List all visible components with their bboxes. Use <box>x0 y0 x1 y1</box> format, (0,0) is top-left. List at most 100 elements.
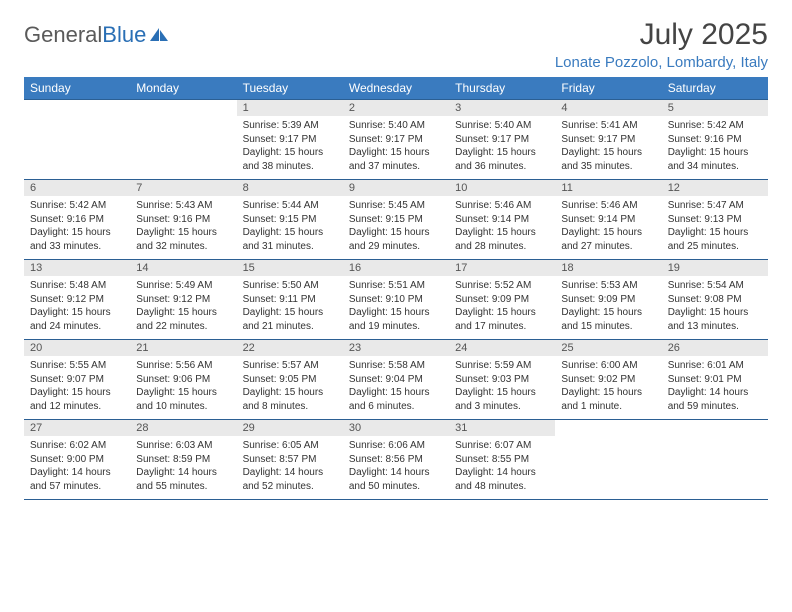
day-cell: 16Sunrise: 5:51 AMSunset: 9:10 PMDayligh… <box>343 260 449 340</box>
day-body: Sunrise: 6:03 AMSunset: 8:59 PMDaylight:… <box>130 436 236 499</box>
day-body: Sunrise: 5:50 AMSunset: 9:11 PMDaylight:… <box>237 276 343 339</box>
sunrise-line: Sunrise: 6:01 AM <box>668 359 762 373</box>
sunrise-line: Sunrise: 6:00 AM <box>561 359 655 373</box>
day-cell: 30Sunrise: 6:06 AMSunset: 8:56 PMDayligh… <box>343 420 449 500</box>
sunrise-line: Sunrise: 5:47 AM <box>668 199 762 213</box>
day-body: Sunrise: 5:42 AMSunset: 9:16 PMDaylight:… <box>662 116 768 179</box>
day-body: Sunrise: 5:56 AMSunset: 9:06 PMDaylight:… <box>130 356 236 419</box>
day-cell: 22Sunrise: 5:57 AMSunset: 9:05 PMDayligh… <box>237 340 343 420</box>
sunrise-line: Sunrise: 5:55 AM <box>30 359 124 373</box>
sunset-line: Sunset: 9:02 PM <box>561 373 655 387</box>
day-number: 9 <box>343 180 449 196</box>
day-cell: 2Sunrise: 5:40 AMSunset: 9:17 PMDaylight… <box>343 100 449 180</box>
sunset-line: Sunset: 9:00 PM <box>30 453 124 467</box>
week-row: 6Sunrise: 5:42 AMSunset: 9:16 PMDaylight… <box>24 180 768 260</box>
brand-blue: Blue <box>102 22 146 47</box>
daylight-line: Daylight: 15 hours and 36 minutes. <box>455 146 549 173</box>
day-cell <box>662 420 768 500</box>
sunset-line: Sunset: 9:03 PM <box>455 373 549 387</box>
day-cell: 31Sunrise: 6:07 AMSunset: 8:55 PMDayligh… <box>449 420 555 500</box>
day-cell: 9Sunrise: 5:45 AMSunset: 9:15 PMDaylight… <box>343 180 449 260</box>
day-number: 11 <box>555 180 661 196</box>
day-body: Sunrise: 5:46 AMSunset: 9:14 PMDaylight:… <box>449 196 555 259</box>
day-cell: 10Sunrise: 5:46 AMSunset: 9:14 PMDayligh… <box>449 180 555 260</box>
day-number: 22 <box>237 340 343 356</box>
day-number: 24 <box>449 340 555 356</box>
day-cell <box>24 100 130 180</box>
day-cell: 27Sunrise: 6:02 AMSunset: 9:00 PMDayligh… <box>24 420 130 500</box>
day-cell: 4Sunrise: 5:41 AMSunset: 9:17 PMDaylight… <box>555 100 661 180</box>
sunset-line: Sunset: 9:09 PM <box>561 293 655 307</box>
sunrise-line: Sunrise: 5:46 AM <box>455 199 549 213</box>
day-number: 21 <box>130 340 236 356</box>
sunset-line: Sunset: 9:10 PM <box>349 293 443 307</box>
day-number: 23 <box>343 340 449 356</box>
sunset-line: Sunset: 9:04 PM <box>349 373 443 387</box>
day-body: Sunrise: 6:01 AMSunset: 9:01 PMDaylight:… <box>662 356 768 419</box>
day-body: Sunrise: 5:40 AMSunset: 9:17 PMDaylight:… <box>449 116 555 179</box>
sunrise-line: Sunrise: 5:56 AM <box>136 359 230 373</box>
sunset-line: Sunset: 9:06 PM <box>136 373 230 387</box>
day-cell <box>555 420 661 500</box>
day-body: Sunrise: 5:55 AMSunset: 9:07 PMDaylight:… <box>24 356 130 419</box>
day-number: 3 <box>449 100 555 116</box>
sunset-line: Sunset: 9:12 PM <box>136 293 230 307</box>
sunrise-line: Sunrise: 5:54 AM <box>668 279 762 293</box>
sunset-line: Sunset: 9:17 PM <box>243 133 337 147</box>
daylight-line: Daylight: 15 hours and 27 minutes. <box>561 226 655 253</box>
day-cell: 28Sunrise: 6:03 AMSunset: 8:59 PMDayligh… <box>130 420 236 500</box>
daylight-line: Daylight: 15 hours and 10 minutes. <box>136 386 230 413</box>
daylight-line: Daylight: 14 hours and 50 minutes. <box>349 466 443 493</box>
sunset-line: Sunset: 9:07 PM <box>30 373 124 387</box>
day-body: Sunrise: 5:46 AMSunset: 9:14 PMDaylight:… <box>555 196 661 259</box>
sunrise-line: Sunrise: 5:51 AM <box>349 279 443 293</box>
daylight-line: Daylight: 14 hours and 48 minutes. <box>455 466 549 493</box>
daylight-line: Daylight: 14 hours and 55 minutes. <box>136 466 230 493</box>
day-cell: 20Sunrise: 5:55 AMSunset: 9:07 PMDayligh… <box>24 340 130 420</box>
day-number: 25 <box>555 340 661 356</box>
week-row: 20Sunrise: 5:55 AMSunset: 9:07 PMDayligh… <box>24 340 768 420</box>
day-cell: 29Sunrise: 6:05 AMSunset: 8:57 PMDayligh… <box>237 420 343 500</box>
sunrise-line: Sunrise: 5:53 AM <box>561 279 655 293</box>
day-cell: 5Sunrise: 5:42 AMSunset: 9:16 PMDaylight… <box>662 100 768 180</box>
daylight-line: Daylight: 15 hours and 24 minutes. <box>30 306 124 333</box>
day-cell: 6Sunrise: 5:42 AMSunset: 9:16 PMDaylight… <box>24 180 130 260</box>
day-cell: 7Sunrise: 5:43 AMSunset: 9:16 PMDaylight… <box>130 180 236 260</box>
day-cell: 3Sunrise: 5:40 AMSunset: 9:17 PMDaylight… <box>449 100 555 180</box>
sunrise-line: Sunrise: 5:59 AM <box>455 359 549 373</box>
day-body: Sunrise: 5:57 AMSunset: 9:05 PMDaylight:… <box>237 356 343 419</box>
sunset-line: Sunset: 9:09 PM <box>455 293 549 307</box>
day-number: 18 <box>555 260 661 276</box>
daylight-line: Daylight: 15 hours and 28 minutes. <box>455 226 549 253</box>
sunset-line: Sunset: 9:12 PM <box>30 293 124 307</box>
daylight-line: Daylight: 14 hours and 59 minutes. <box>668 386 762 413</box>
sunset-line: Sunset: 9:15 PM <box>243 213 337 227</box>
day-body <box>555 436 661 494</box>
day-number: 17 <box>449 260 555 276</box>
daylight-line: Daylight: 15 hours and 29 minutes. <box>349 226 443 253</box>
week-row: 13Sunrise: 5:48 AMSunset: 9:12 PMDayligh… <box>24 260 768 340</box>
daylight-line: Daylight: 15 hours and 34 minutes. <box>668 146 762 173</box>
sunset-line: Sunset: 9:05 PM <box>243 373 337 387</box>
sunrise-line: Sunrise: 5:44 AM <box>243 199 337 213</box>
col-thursday: Thursday <box>449 77 555 100</box>
sunrise-line: Sunrise: 5:45 AM <box>349 199 443 213</box>
calendar-table: Sunday Monday Tuesday Wednesday Thursday… <box>24 77 768 500</box>
daylight-line: Daylight: 15 hours and 8 minutes. <box>243 386 337 413</box>
month-title: July 2025 <box>555 18 768 52</box>
daylight-line: Daylight: 15 hours and 32 minutes. <box>136 226 230 253</box>
sunrise-line: Sunrise: 5:52 AM <box>455 279 549 293</box>
day-cell <box>130 100 236 180</box>
sunrise-line: Sunrise: 5:40 AM <box>349 119 443 133</box>
day-number: 28 <box>130 420 236 436</box>
day-cell: 23Sunrise: 5:58 AMSunset: 9:04 PMDayligh… <box>343 340 449 420</box>
daylight-line: Daylight: 15 hours and 33 minutes. <box>30 226 124 253</box>
day-cell: 26Sunrise: 6:01 AMSunset: 9:01 PMDayligh… <box>662 340 768 420</box>
sunrise-line: Sunrise: 5:58 AM <box>349 359 443 373</box>
sunrise-line: Sunrise: 5:39 AM <box>243 119 337 133</box>
brand-logo: GeneralBlue <box>24 18 169 48</box>
sunset-line: Sunset: 9:08 PM <box>668 293 762 307</box>
day-body: Sunrise: 6:05 AMSunset: 8:57 PMDaylight:… <box>237 436 343 499</box>
col-wednesday: Wednesday <box>343 77 449 100</box>
sunset-line: Sunset: 9:13 PM <box>668 213 762 227</box>
